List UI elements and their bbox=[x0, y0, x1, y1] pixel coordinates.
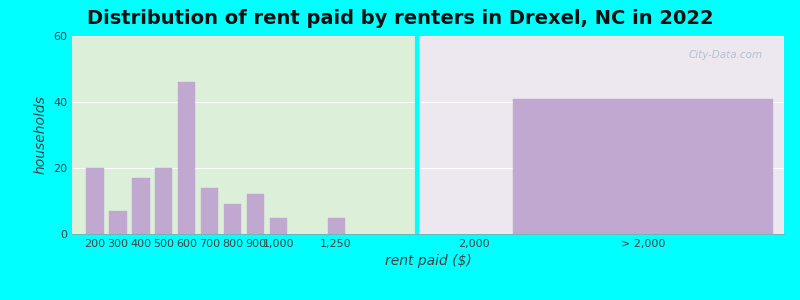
Bar bbox=[270, 218, 287, 234]
Bar bbox=[72, 36, 417, 234]
Bar bbox=[155, 168, 173, 234]
Bar bbox=[110, 211, 126, 234]
Bar bbox=[132, 178, 150, 234]
Bar bbox=[86, 168, 103, 234]
Bar bbox=[417, 36, 784, 234]
Text: Distribution of rent paid by renters in Drexel, NC in 2022: Distribution of rent paid by renters in … bbox=[86, 9, 714, 28]
Text: City-Data.com: City-Data.com bbox=[689, 50, 762, 60]
Bar bbox=[178, 82, 195, 234]
Bar bbox=[224, 204, 242, 234]
Bar bbox=[327, 218, 345, 234]
Y-axis label: households: households bbox=[34, 96, 47, 174]
Bar bbox=[247, 194, 264, 234]
Bar bbox=[513, 99, 773, 234]
Bar bbox=[201, 188, 218, 234]
X-axis label: rent paid ($): rent paid ($) bbox=[385, 254, 471, 268]
